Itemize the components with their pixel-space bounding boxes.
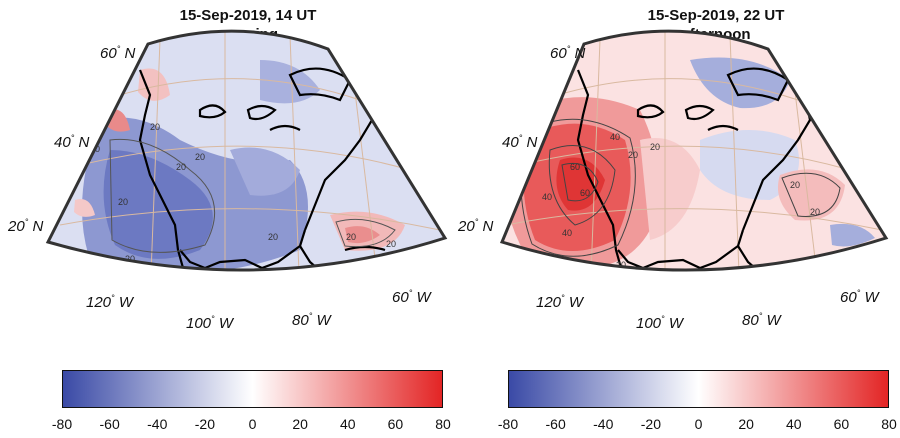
colorbar-tick-label: -80 bbox=[51, 416, 73, 432]
lon-label-80: 80° W bbox=[292, 311, 331, 329]
colorbar-tick-label: 60 bbox=[387, 416, 404, 432]
graticule bbox=[59, 31, 441, 271]
contour-label: 20 bbox=[176, 162, 186, 172]
lon-label-60: 60° W bbox=[840, 288, 879, 306]
colorbar bbox=[508, 370, 889, 408]
contour-label: 20 bbox=[125, 254, 135, 264]
colorbar-tick-label: 40 bbox=[785, 416, 802, 432]
lat-label-20: 20° N bbox=[8, 217, 44, 235]
colorbar-tick-label: 80 bbox=[435, 416, 451, 432]
colorbar-tick-label: 20 bbox=[292, 416, 308, 432]
field-positive-core bbox=[556, 157, 605, 211]
contour-label: 60 bbox=[570, 162, 580, 172]
contour-label: 20 bbox=[650, 142, 660, 152]
colorbar-tick-label: 60 bbox=[833, 416, 850, 432]
colorbar-tick-label: -60 bbox=[99, 416, 120, 432]
contour-label: 20 bbox=[628, 150, 638, 160]
map-panel-morning: 15-Sep-2019, 14 UT morning bbox=[8, 7, 451, 436]
lon-label-60: 60° W bbox=[392, 288, 431, 306]
panel-title-date: 15-Sep-2019, 22 UT bbox=[647, 7, 785, 24]
lat-label-60: 60° N bbox=[100, 44, 136, 62]
lon-label-120: 120° W bbox=[536, 293, 583, 311]
lon-label-100: 100° W bbox=[186, 314, 233, 332]
field-positive-region bbox=[640, 138, 700, 240]
contour-label: 40 bbox=[610, 132, 620, 142]
colorbar-tick-label: -40 bbox=[593, 416, 614, 432]
field-negative-region bbox=[230, 147, 300, 196]
contour-label: 20 bbox=[616, 260, 626, 270]
contour-label: 20 bbox=[346, 232, 356, 242]
colorbar-tick-label: 80 bbox=[881, 416, 897, 432]
field-negative-region bbox=[260, 60, 320, 104]
lon-label-100: 100° W bbox=[636, 314, 683, 332]
contour-label: 60 bbox=[580, 188, 590, 198]
map-frame bbox=[45, 29, 448, 272]
map-frame bbox=[499, 29, 889, 272]
field-negative-region bbox=[830, 223, 875, 247]
colorbar-tick-label: 40 bbox=[339, 416, 356, 432]
lat-label-40: 40° N bbox=[502, 133, 538, 151]
colorbar-tick-label: 0 bbox=[694, 416, 703, 432]
colorbar-tick-label: -20 bbox=[194, 416, 215, 432]
map-morning: 20 20 20 20 20 20 20 20 20 bbox=[45, 29, 448, 272]
contour-label: 40 bbox=[562, 228, 572, 238]
colorbar-ticks: -80 -60 -40 -20 0 20 40 60 80 bbox=[498, 416, 897, 436]
contour-label: 20 bbox=[118, 197, 128, 207]
map-afternoon: 20 40 60 40 60 40 20 20 20 20 bbox=[499, 29, 889, 272]
colorbar bbox=[62, 370, 443, 408]
contour-lines bbox=[109, 138, 396, 253]
contour-label: 20 bbox=[150, 122, 160, 132]
colorbar-ticks: -80 -60 -40 -20 0 20 40 60 80 bbox=[52, 416, 451, 436]
contour-label: 40 bbox=[542, 192, 552, 202]
field-negative-core bbox=[103, 150, 213, 259]
colorbar-tick-label: 0 bbox=[248, 416, 257, 432]
colorbar-tick-label: -60 bbox=[545, 416, 566, 432]
contour-label: 20 bbox=[790, 180, 800, 190]
lon-label-120: 120° W bbox=[86, 293, 133, 311]
contour-label: 20 bbox=[195, 152, 205, 162]
lat-label-20: 20° N bbox=[458, 217, 494, 235]
lat-label-40: 40° N bbox=[54, 133, 90, 151]
contour-label: 20 bbox=[810, 207, 820, 217]
lon-label-80: 80° W bbox=[742, 311, 781, 329]
contour-label: 20 bbox=[268, 232, 278, 242]
coastline bbox=[576, 67, 812, 271]
contour-lines bbox=[520, 118, 841, 257]
graticule bbox=[505, 31, 883, 271]
colorbar-tick-label: -40 bbox=[147, 416, 168, 432]
panel-title-date: 15-Sep-2019, 14 UT bbox=[179, 7, 317, 24]
colorbar-tick-label: -80 bbox=[497, 416, 519, 432]
colorbar-tick-label: 20 bbox=[738, 416, 754, 432]
lat-label-60: 60° N bbox=[550, 44, 586, 62]
field-positive-region bbox=[138, 68, 170, 101]
colorbar-tick-label: -20 bbox=[640, 416, 661, 432]
field-positive-region bbox=[74, 199, 95, 217]
contour-label: 20 bbox=[386, 239, 396, 249]
map-panel-afternoon: 15-Sep-2019, 22 UT afternoon bbox=[450, 0, 900, 438]
